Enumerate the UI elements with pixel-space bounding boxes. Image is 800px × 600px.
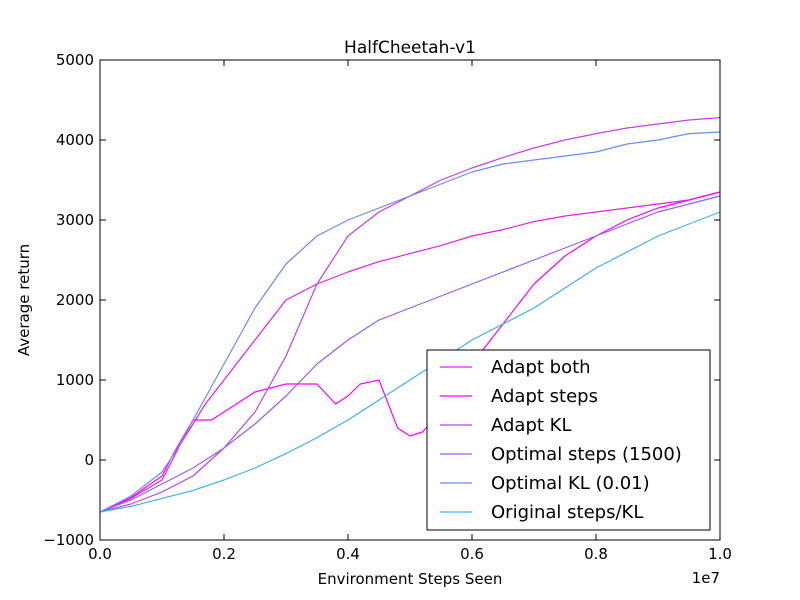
series-line-4 <box>99 131 721 513</box>
legend-entry-5: Original steps/KL <box>491 502 643 523</box>
series-line-0 <box>99 191 721 513</box>
legend-entry-3: Optimal steps (1500) <box>491 444 682 465</box>
x-exponent-label: 1e7 <box>692 569 720 587</box>
y-tick-label: 4000 <box>56 131 94 149</box>
chart-title: HalfCheetah-v1 <box>344 38 476 58</box>
y-tick-label: 0 <box>84 451 94 469</box>
legend-entry-4: Optimal KL (0.01) <box>491 473 650 494</box>
y-tick-label: 5000 <box>56 51 94 69</box>
series-line-1 <box>99 191 721 513</box>
y-axis-label: Average return <box>15 244 33 356</box>
x-tick-label: 1.0 <box>708 545 732 563</box>
x-axis-label: Environment Steps Seen <box>318 570 503 588</box>
axis-ticks: 0.0 0.2 0.4 0.6 0.8 1.0 −1000 0 1000 2000 3000 4000… <box>43 51 732 563</box>
y-tick-label: 2000 <box>56 291 94 309</box>
x-tick-label: 0.6 <box>460 545 484 563</box>
series-line-3 <box>99 195 721 513</box>
y-tick-label: 1000 <box>56 371 94 389</box>
y-tick-label: −1000 <box>43 531 94 549</box>
x-tick-label: 0.2 <box>212 545 236 563</box>
legend-entry-1: Adapt steps <box>491 386 598 407</box>
plot-lines <box>99 117 721 513</box>
legend-entry-2: Adapt KL <box>491 415 572 436</box>
legend: Adapt both Adapt steps Adapt KL Optimal ste… <box>426 349 711 531</box>
x-tick-label: 0.0 <box>88 545 112 563</box>
x-tick-label: 0.8 <box>584 545 608 563</box>
series-line-5 <box>99 211 721 513</box>
legend-frame <box>426 349 711 531</box>
x-tick-label: 0.4 <box>336 545 360 563</box>
y-tick-label: 3000 <box>56 211 94 229</box>
legend-entry-0: Adapt both <box>491 357 591 378</box>
